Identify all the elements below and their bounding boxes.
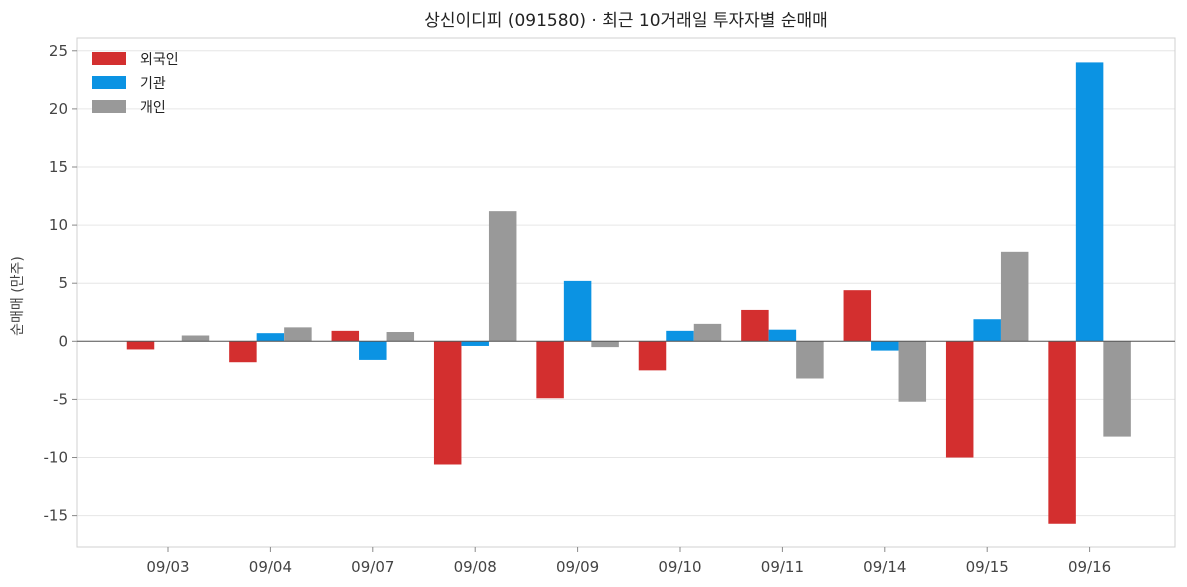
bar-series-1-09-16 [1075,62,1104,342]
bar-series-0-09-04 [229,341,257,363]
bar-series-2-09-16 [1103,341,1131,437]
bar-series-1-09-09 [563,280,592,342]
y-axis-ticks: -15 -10 -5 0 5 10 15 20 25 [44,42,77,525]
bar-series-1-09-08 [461,341,489,346]
plot-area-frame [76,37,1176,548]
legend-label: 기관 [140,76,166,92]
bar-series-0-09-03 [126,341,155,350]
x-tick-label: 09/03 [146,558,189,576]
y-tick-label: 20 [49,100,68,118]
y-tick-label: -10 [44,449,69,467]
bar-series-2-09-09 [591,341,619,348]
chart-title: 상신이디피 (091580) · 최근 10거래일 투자자별 순매매 [424,11,828,31]
x-tick-label: 09/16 [1068,558,1111,576]
bar-series-0-09-15 [945,341,974,458]
bar-series-1-09-10 [666,330,694,342]
bar-series-1-09-15 [973,319,1001,342]
y-tick-label: 15 [49,158,68,176]
legend-swatch [92,100,126,113]
x-axis-ticks: 09/03 09/04 09/07 09/08 09/09 09/10 09/11 09/14… [146,547,1111,576]
x-tick-label: 09/15 [966,558,1009,576]
bar-series-2-09-14 [898,341,927,402]
bar-series-2-09-11 [796,341,824,379]
y-tick-label: 5 [58,274,68,292]
legend-label: 외국인 [140,52,179,68]
bar-series-2-09-07 [386,332,415,342]
legend-swatch [92,52,126,65]
bar-series-2-09-03 [181,335,210,342]
bar-series-0-09-09 [536,341,564,399]
bars [126,62,1131,524]
bar-series-0-09-10 [638,341,667,371]
x-tick-label: 09/04 [249,558,292,576]
bar-series-0-09-08 [433,341,462,465]
y-tick-label: 0 [58,332,68,350]
y-tick-label: 25 [49,42,68,60]
bar-series-0-09-07 [331,330,360,342]
y-tick-label: -15 [44,507,69,525]
bar-series-2-09-10 [693,323,722,342]
x-tick-label: 09/09 [556,558,599,576]
y-tick-label: -5 [53,390,68,408]
x-tick-label: 09/10 [658,558,701,576]
legend-label: 개인 [140,100,166,116]
bar-series-0-09-16 [1048,341,1076,524]
bar-series-2-09-15 [1000,251,1029,342]
y-axis-label: 순매매 (만주) [10,256,26,336]
bar-series-2-09-08 [488,211,517,342]
x-tick-label: 09/07 [351,558,394,576]
x-tick-label: 09/14 [863,558,906,576]
y-tick-label: 10 [49,216,68,234]
bar-series-0-09-11 [741,309,769,342]
bar-series-2-09-04 [284,327,312,342]
bar-series-1-09-04 [256,333,285,342]
x-tick-label: 09/08 [454,558,497,576]
x-tick-label: 09/11 [761,558,804,576]
bar-series-1-09-11 [768,329,797,342]
bar-series-0-09-14 [843,290,872,342]
bar-series-1-09-14 [871,341,899,351]
legend-swatch [92,76,126,89]
bar-series-1-09-07 [359,341,387,360]
